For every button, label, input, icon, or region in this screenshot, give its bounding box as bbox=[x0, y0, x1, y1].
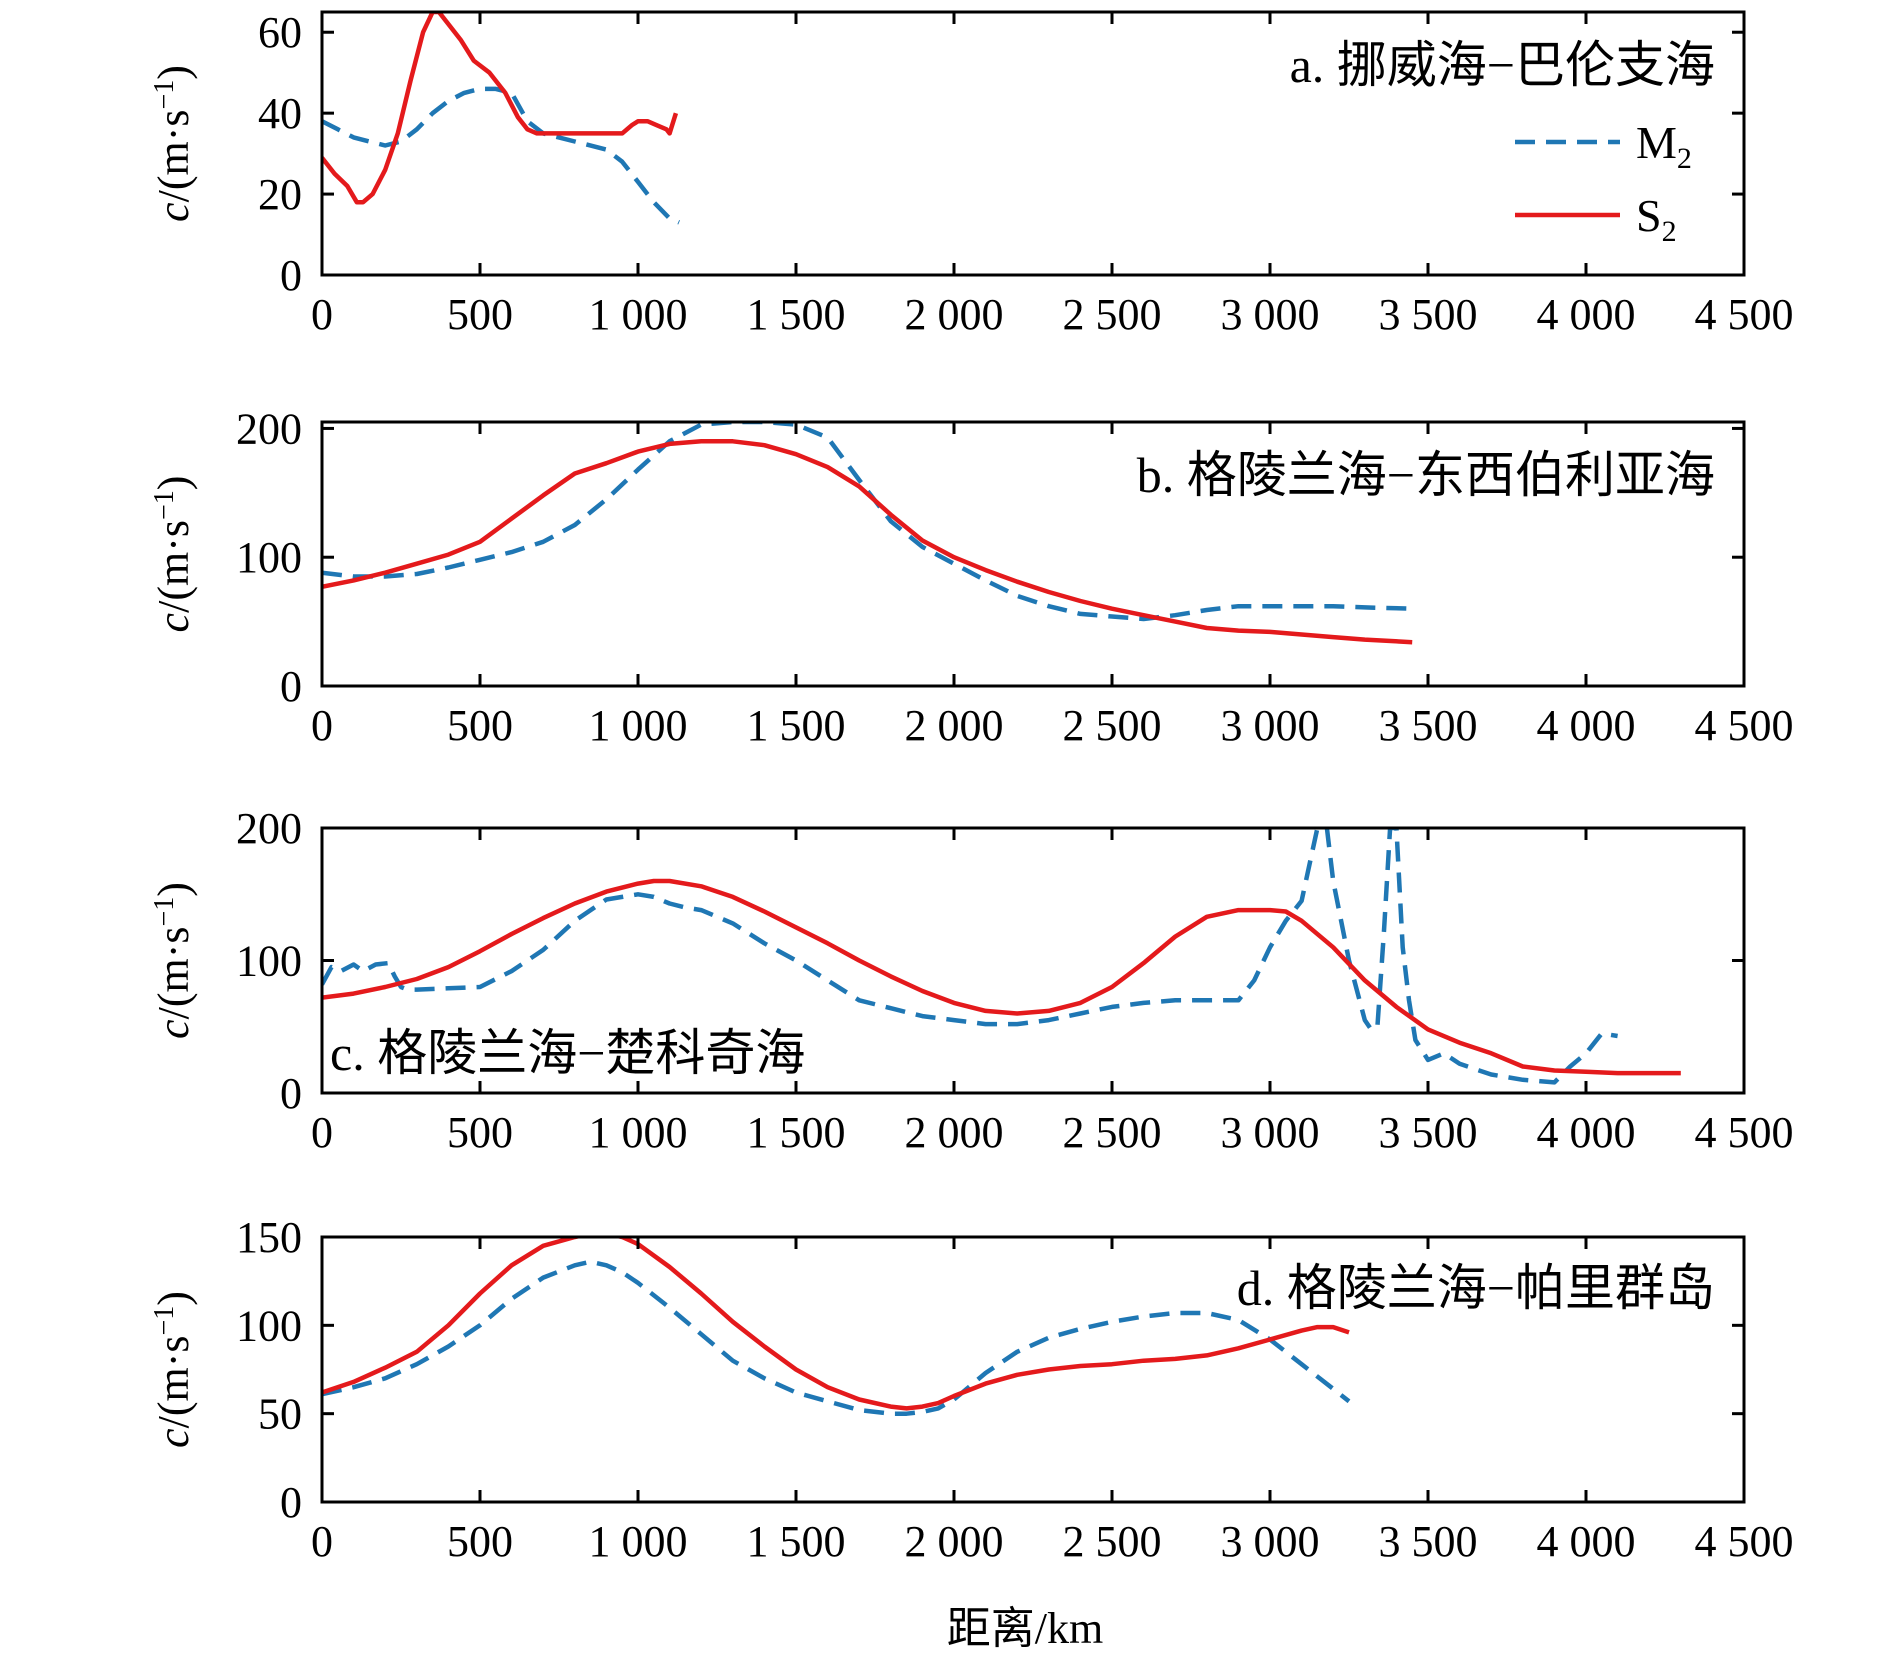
x-tick-label: 2 500 bbox=[1063, 1108, 1162, 1157]
series-m2-line bbox=[322, 86, 680, 225]
series-s2-line bbox=[322, 1237, 1350, 1411]
x-tick-label: 3 000 bbox=[1221, 1517, 1320, 1566]
x-axis-label: 距离/km bbox=[947, 1604, 1103, 1653]
x-tick-label: 2 000 bbox=[905, 1517, 1004, 1566]
y-tick-label: 100 bbox=[236, 533, 302, 582]
y-tick-label: 0 bbox=[280, 251, 302, 300]
y-tick-label: 0 bbox=[280, 662, 302, 711]
y-tick-label: 100 bbox=[236, 1301, 302, 1350]
x-tick-label: 500 bbox=[447, 701, 513, 750]
y-axis-label: c/(m·s−1) bbox=[149, 882, 199, 1039]
panel-title: c. 格陵兰海−楚科奇海 bbox=[330, 1025, 805, 1081]
y-tick-label: 0 bbox=[280, 1069, 302, 1118]
x-tick-label: 500 bbox=[447, 1517, 513, 1566]
x-tick-label: 3 000 bbox=[1221, 701, 1320, 750]
x-tick-label: 1 500 bbox=[747, 1517, 846, 1566]
x-tick-label: 1 000 bbox=[589, 701, 688, 750]
x-tick-label: 2 000 bbox=[905, 701, 1004, 750]
series-m2-line bbox=[322, 828, 1618, 1085]
x-tick-label: 2 500 bbox=[1063, 701, 1162, 750]
y-axis-label: c/(m·s−1) bbox=[149, 65, 199, 222]
x-tick-label: 2 500 bbox=[1063, 1517, 1162, 1566]
series-s2-line bbox=[322, 439, 1413, 645]
series-s2-line bbox=[322, 878, 1681, 1076]
panels: 0 500 1 000 1 500 2 000 2 500 3 000 3 500 4 000 4… bbox=[149, 8, 1794, 1566]
panel-title: d. 格陵兰海−帕里群岛 bbox=[1237, 1260, 1715, 1316]
panel-a: 0 500 1 000 1 500 2 000 2 500 3 000 3 500 4 000 4… bbox=[149, 8, 1794, 339]
y-axis-label: c/(m·s−1) bbox=[149, 1291, 199, 1448]
plot-frame bbox=[320, 10, 1746, 277]
panel-title: a. 挪威海−巴伦支海 bbox=[1290, 37, 1715, 93]
x-tick-label: 0 bbox=[311, 1517, 333, 1566]
series-m2-line bbox=[322, 1259, 1351, 1416]
x-tick-label: 4 000 bbox=[1537, 701, 1636, 750]
series-m2-line bbox=[322, 422, 1413, 622]
series-s2-line bbox=[322, 12, 679, 205]
legend-label: M2 bbox=[1636, 117, 1692, 175]
y-tick-label: 200 bbox=[236, 404, 302, 453]
x-tick-label: 4 500 bbox=[1695, 1108, 1794, 1157]
panel-b: 0 500 1 000 1 500 2 000 2 500 3 000 3 500 4 000 4… bbox=[149, 404, 1794, 750]
x-tick-label: 2 500 bbox=[1063, 290, 1162, 339]
x-tick-label: 1 000 bbox=[589, 1517, 688, 1566]
legend-label: S2 bbox=[1636, 190, 1677, 248]
x-tick-label: 4 500 bbox=[1695, 1517, 1794, 1566]
y-tick-label: 20 bbox=[258, 170, 302, 219]
y-tick-label: 0 bbox=[280, 1478, 302, 1527]
x-tick-label: 2 000 bbox=[905, 1108, 1004, 1157]
x-tick-label: 3 500 bbox=[1379, 290, 1478, 339]
y-tick-label: 40 bbox=[258, 89, 302, 138]
x-tick-label: 1 000 bbox=[589, 1108, 688, 1157]
x-tick-label: 500 bbox=[447, 290, 513, 339]
panel-c: 0 500 1 000 1 500 2 000 2 500 3 000 3 500 4 000 4… bbox=[149, 804, 1794, 1157]
x-tick-label: 3 500 bbox=[1379, 701, 1478, 750]
panel-title: b. 格陵兰海−东西伯利亚海 bbox=[1137, 447, 1715, 503]
x-tick-label: 4 000 bbox=[1537, 1517, 1636, 1566]
x-tick-label: 3 000 bbox=[1221, 290, 1320, 339]
y-tick-label: 100 bbox=[236, 937, 302, 986]
y-axis-label: c/(m·s−1) bbox=[149, 476, 199, 633]
legend-entry-m2: M2 bbox=[1515, 117, 1692, 175]
y-tick-label: 150 bbox=[236, 1213, 302, 1262]
x-tick-label: 1 000 bbox=[589, 290, 688, 339]
plot-frame bbox=[320, 1235, 1746, 1504]
x-tick-label: 4 500 bbox=[1695, 290, 1794, 339]
x-tick-label: 4 000 bbox=[1537, 1108, 1636, 1157]
x-tick-label: 500 bbox=[447, 1108, 513, 1157]
plot-frame bbox=[320, 420, 1746, 688]
x-tick-label: 4 000 bbox=[1537, 290, 1636, 339]
x-tick-label: 3 500 bbox=[1379, 1108, 1478, 1157]
x-tick-label: 0 bbox=[311, 1108, 333, 1157]
x-tick-label: 1 500 bbox=[747, 1108, 846, 1157]
panel-d: 0 500 1 000 1 500 2 000 2 500 3 000 3 500 4 000 4… bbox=[149, 1213, 1794, 1566]
x-tick-label: 1 500 bbox=[747, 701, 846, 750]
y-tick-label: 200 bbox=[236, 804, 302, 853]
x-tick-label: 0 bbox=[311, 701, 333, 750]
x-tick-label: 3 500 bbox=[1379, 1517, 1478, 1566]
y-tick-label: 50 bbox=[258, 1390, 302, 1439]
x-tick-label: 4 500 bbox=[1695, 701, 1794, 750]
y-tick-label: 60 bbox=[258, 8, 302, 57]
x-tick-label: 3 000 bbox=[1221, 1108, 1320, 1157]
x-tick-label: 2 000 bbox=[905, 290, 1004, 339]
x-tick-label: 1 500 bbox=[747, 290, 846, 339]
legend-entry-s2: S2 bbox=[1515, 190, 1677, 248]
x-tick-label: 0 bbox=[311, 290, 333, 339]
